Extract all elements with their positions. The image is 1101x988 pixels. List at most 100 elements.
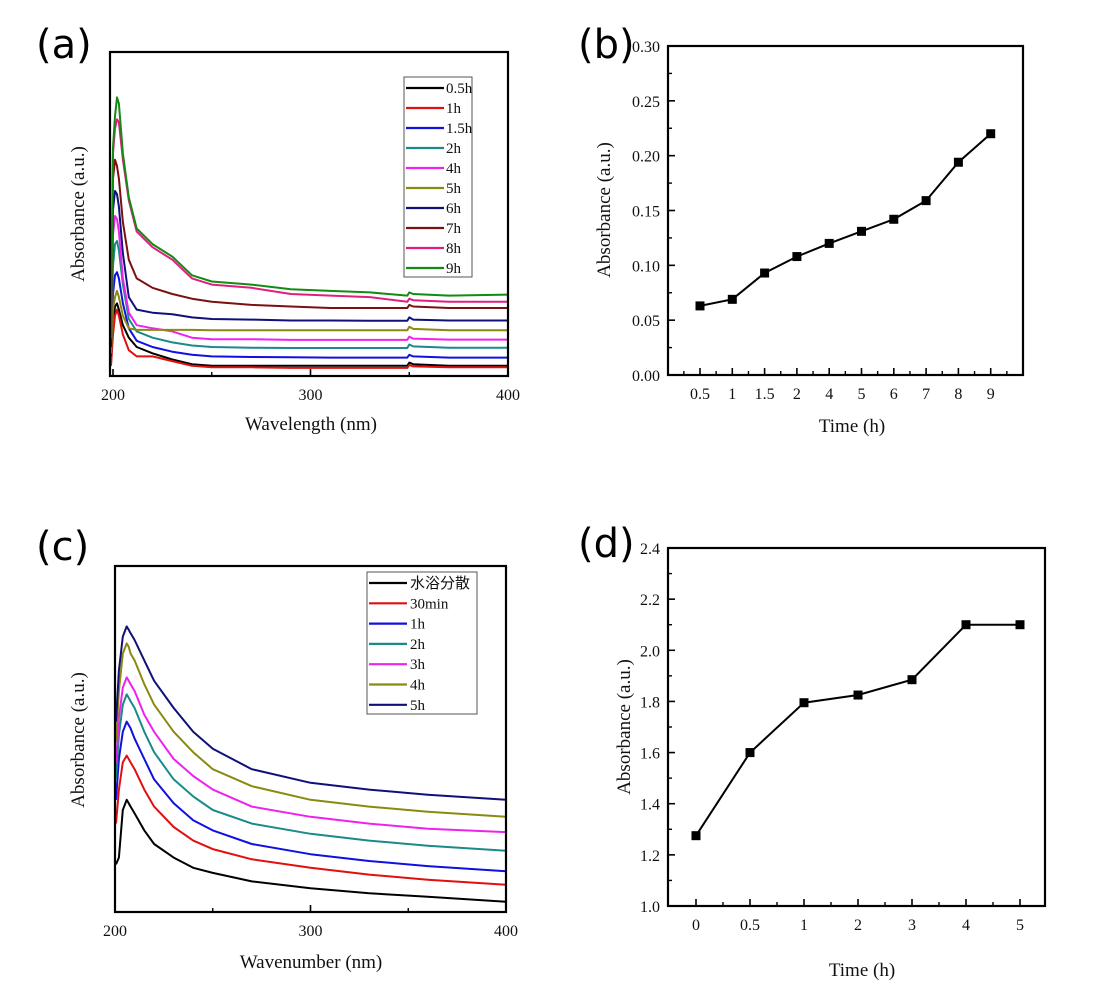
- panel-b-x-tick-label: 9: [987, 386, 995, 403]
- panel-c-x-axis-title: Wavenumber (nm): [240, 952, 383, 973]
- panel-c-label: (c): [36, 524, 89, 570]
- panel-a-legend-label: 2h: [446, 141, 462, 157]
- panel-b-x-axis-title: Time (h): [819, 416, 885, 437]
- panel-d-label: (d): [578, 521, 635, 567]
- panel-d-x-tick-label: 2: [854, 917, 862, 934]
- panel-a-series-4: [110, 215, 508, 351]
- panel-a-legend-label: 9h: [446, 261, 462, 277]
- panel-b-series-line: [699, 132, 992, 307]
- panel-b-x-tick-label: 6: [890, 386, 898, 403]
- panel-a-legend-label: 4h: [446, 161, 462, 177]
- panel-c-legend-label: 4h: [410, 678, 426, 694]
- panel-c-series-layer: [115, 625, 507, 903]
- panel-c-legend-label: 5h: [410, 698, 426, 714]
- panel-b-x-tick-label: 0.5: [690, 386, 710, 403]
- panel-d-time-series: (d) Time (h) Absorbance (a.u.) 1.0 1.2 1.4…: [578, 521, 1047, 981]
- panel-c-series-3: [115, 693, 507, 852]
- panel-c-series-5: [115, 642, 507, 818]
- panel-d-y-axis-title: Absorbance (a.u.): [614, 659, 635, 795]
- panel-b-data-point: [695, 301, 705, 311]
- panel-d-y-tick-label: 1.4: [640, 797, 660, 814]
- panel-a-series-7: [110, 158, 508, 341]
- panel-b-y-tick-label: 0.30: [632, 39, 660, 56]
- panel-a-legend: 0.5h 1h 1.5h 2h 4h 5h 6h 7h 8h 9h: [403, 76, 473, 278]
- panel-c-tick-layer: 200 300 400: [103, 905, 518, 940]
- panel-b-x-tick-label: 7: [922, 386, 930, 403]
- panel-d-data-point: [853, 690, 863, 700]
- panel-d-data-point: [799, 698, 809, 708]
- panel-a-plot-frame: [108, 50, 510, 378]
- panel-c-series-2: [115, 720, 507, 873]
- panel-b-y-tick-label: 0.10: [632, 258, 660, 275]
- panel-b-label: (b): [578, 22, 635, 68]
- panel-c-series-0: [115, 798, 507, 903]
- panel-d-x-tick-label: 5: [1016, 917, 1024, 934]
- panel-d-y-tick-label: 1.6: [640, 746, 660, 763]
- panel-a-series-5: [110, 289, 508, 354]
- panel-b-data-point: [824, 238, 834, 248]
- panel-a-legend-label: 8h: [446, 241, 462, 257]
- panel-c-x-tick-label: 200: [103, 923, 127, 940]
- panel-a-legend-label: 0.5h: [446, 81, 473, 97]
- panel-c-x-tick-label: 300: [299, 923, 323, 940]
- panel-a-series-2: [110, 271, 508, 359]
- panel-d-plot-frame: [666, 546, 1047, 908]
- panel-d-x-tick-label: 0: [692, 917, 700, 934]
- panel-b-data-point: [792, 252, 802, 262]
- panel-a-series-8: [110, 118, 508, 338]
- panel-d-series-line: [695, 623, 1020, 837]
- panel-b-data-point: [760, 268, 770, 278]
- panel-a-series-0: [110, 302, 508, 367]
- panel-c-legend-label: 30min: [410, 596, 449, 612]
- panel-c-legend-label: 2h: [410, 637, 426, 653]
- panel-d-series-layer: [691, 620, 1025, 841]
- panel-c-legend-label: 3h: [410, 657, 426, 673]
- panel-a-x-tick-label: 200: [101, 387, 125, 404]
- panel-a-legend-label: 5h: [446, 181, 462, 197]
- panel-a-y-axis-title: Absorbance (a.u.): [68, 146, 89, 282]
- panel-c-x-tick-label: 400: [494, 923, 518, 940]
- panel-d-y-tick-label: 1.2: [640, 848, 660, 865]
- panel-b-data-point: [953, 157, 963, 167]
- panel-b-x-tick-label: 4: [825, 386, 833, 403]
- panel-b-y-tick-label: 0.00: [632, 368, 660, 385]
- panel-c-series-4: [115, 676, 507, 834]
- panel-d-y-tick-label: 2.2: [640, 592, 660, 609]
- panel-c-plot-frame: [113, 564, 508, 914]
- panel-b-data-point: [921, 196, 931, 206]
- panel-d-data-point: [907, 675, 917, 685]
- panel-d-data-point: [1015, 620, 1025, 630]
- panel-d-x-axis-title: Time (h): [829, 960, 895, 981]
- panel-a-legend-box: [403, 76, 473, 278]
- panel-b-data-point: [986, 129, 996, 139]
- panel-a-series-layer: [110, 96, 509, 369]
- panel-b-x-tick-label: 1.5: [755, 386, 775, 403]
- panel-a-tick-layer: 200 300 400: [101, 369, 520, 404]
- panel-b-tick-layer: 0.00 0.05 0.10 0.15 0.20 0.25 0.30 0.5 1 1.5 2 4 5 6 7…: [632, 39, 1008, 403]
- panel-b-data-point: [857, 226, 866, 236]
- panel-c-legend-label: 1h: [410, 617, 426, 633]
- panel-a-spectra: (a) Wavelength (nm) Absorbance (a.u.) 20…: [36, 22, 520, 435]
- panel-d-y-tick-label: 2.0: [640, 643, 660, 660]
- panel-b-plot-frame: [666, 44, 1025, 377]
- panel-d-data-point: [961, 620, 971, 630]
- panel-a-legend-label: 6h: [446, 201, 462, 217]
- panel-a-legend-label: 1.5h: [446, 121, 473, 137]
- panel-b-x-tick-label: 5: [858, 386, 866, 403]
- panel-c-spectra: (c) Wavenumber (nm) Absorbance (a.u.) 20…: [36, 524, 518, 973]
- panel-d-x-tick-label: 0.5: [740, 917, 760, 934]
- panel-a-x-axis-title: Wavelength (nm): [245, 414, 377, 435]
- panel-b-data-point: [889, 214, 899, 224]
- panel-a-x-tick-label: 400: [496, 387, 520, 404]
- panel-d-y-tick-label: 1.8: [640, 694, 660, 711]
- panel-c-series-1: [115, 754, 507, 886]
- panel-b-y-axis-title: Absorbance (a.u.): [594, 142, 615, 278]
- panel-d-y-tick-label: 1.0: [640, 899, 660, 916]
- panel-a-series-1: [110, 308, 508, 369]
- panel-d-x-tick-label: 1: [800, 917, 808, 934]
- panel-c-legend: 水浴分散 30min 1h 2h 3h 4h 5h: [366, 571, 478, 715]
- panel-a-series-3: [110, 240, 508, 354]
- panel-b-y-tick-label: 0.15: [632, 204, 660, 221]
- panel-b-time-series: (b) Time (h) Absorbance (a.u.) 0.000.050…: [578, 22, 1025, 437]
